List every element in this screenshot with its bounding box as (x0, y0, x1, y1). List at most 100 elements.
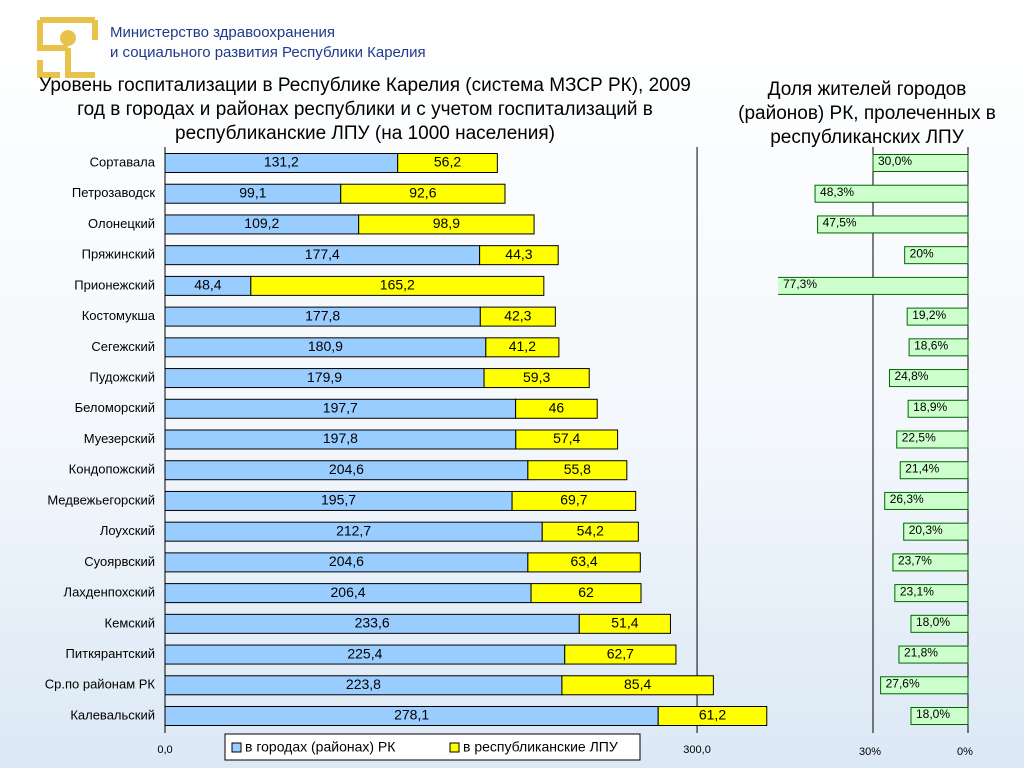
value-label: 233,6 (355, 615, 390, 631)
value-label: 177,8 (305, 307, 340, 323)
value-label: 20,3% (909, 523, 943, 537)
value-label: 69,7 (560, 492, 587, 508)
bar-segment (530, 583, 642, 604)
bar (898, 645, 969, 664)
value-label: 85,4 (624, 676, 651, 692)
value-label: 92,6 (409, 184, 436, 200)
value-label: 55,8 (564, 461, 591, 477)
value-label: 18,0% (916, 615, 950, 629)
value-label: 59,3 (523, 369, 550, 385)
value-label: 61,2 (699, 707, 726, 723)
bar-segment (578, 613, 671, 634)
bar (904, 246, 969, 265)
y-tick-label: Суоярвский (84, 554, 155, 569)
y-tick-label: Беломорский (75, 400, 155, 415)
bar (908, 338, 969, 357)
y-tick-label: Медвежьегорский (47, 492, 155, 507)
y-tick-label: Сегежский (91, 339, 155, 354)
bar (884, 491, 969, 510)
value-label: 56,2 (434, 154, 461, 170)
value-label: 197,8 (323, 430, 358, 446)
chart-title: Уровень госпитализации в Республике Каре… (39, 75, 691, 144)
value-label: 23,7% (898, 554, 932, 568)
bar (892, 553, 969, 572)
bar-segment (564, 644, 677, 665)
legend-box (224, 733, 641, 761)
bar (814, 184, 969, 203)
y-tick-label: Кондопожский (69, 462, 155, 477)
bar-segment (515, 398, 598, 419)
value-label: 206,4 (331, 584, 366, 600)
bar-segment (479, 306, 556, 327)
bar-segment (541, 521, 639, 542)
value-label: 197,7 (323, 399, 358, 415)
value-label: 62 (578, 584, 594, 600)
bar-segment (515, 429, 619, 450)
value-label: 48,3% (820, 185, 854, 199)
value-label: 18,0% (916, 707, 950, 721)
bar-segment (397, 153, 498, 173)
x-tick-label: 30% (859, 746, 881, 758)
value-label: 195,7 (321, 492, 356, 508)
value-label: 180,9 (308, 338, 343, 354)
bar-segment (483, 368, 590, 389)
bar (906, 307, 969, 326)
value-label: 165,2 (380, 277, 415, 293)
chart-title: Доля жителей городов (районов) РК, проле… (738, 79, 996, 148)
value-label: 99,1 (239, 184, 266, 200)
value-label: 212,7 (336, 522, 371, 538)
value-label: 109,2 (244, 215, 279, 231)
value-label: 225,4 (347, 645, 382, 661)
bar-segment (561, 675, 714, 696)
bar (778, 276, 969, 295)
value-label: 23,1% (900, 584, 934, 598)
bar-segment (485, 337, 560, 358)
value-label: 44,3 (505, 246, 532, 262)
y-tick-label: Прионежский (74, 277, 155, 292)
legend-swatch (449, 742, 460, 753)
y-tick-label: Олонецкий (88, 216, 155, 231)
bars (778, 154, 969, 725)
y-tick-label: Пудожский (90, 369, 156, 384)
value-label: 131,2 (264, 154, 299, 170)
y-tick-label: Кемский (105, 615, 155, 630)
value-label: 63,4 (570, 553, 597, 569)
value-label: 48,4 (194, 277, 221, 293)
value-label: 177,4 (305, 246, 340, 262)
bar (899, 461, 969, 480)
value-label: 18,9% (913, 400, 947, 414)
value-label: 18,6% (914, 339, 948, 353)
bar-segment (358, 214, 535, 235)
value-label: 20% (910, 246, 934, 260)
bar-segment (657, 706, 768, 726)
value-label: 47,5% (823, 216, 857, 230)
value-label: 204,6 (329, 461, 364, 477)
y-tick-label: Петрозаводск (72, 185, 155, 200)
value-label: 19,2% (912, 308, 946, 322)
value-label: 57,4 (553, 430, 580, 446)
value-label: 98,9 (433, 215, 460, 231)
bar-segment (479, 245, 559, 266)
value-label: 204,6 (329, 553, 364, 569)
value-label: 22,5% (902, 431, 936, 445)
logo (37, 17, 98, 78)
value-label: 27,6% (886, 676, 920, 690)
value-label: 21,4% (905, 461, 939, 475)
bar (896, 430, 969, 449)
value-label: 278,1 (394, 707, 429, 723)
bar-segment (340, 183, 506, 204)
header-line: Министерство здравоохранения (110, 24, 335, 41)
bar (872, 154, 969, 172)
bar (907, 399, 969, 418)
bar-segment (250, 275, 545, 296)
bar (888, 369, 969, 388)
y-tick-label: Пряжинский (82, 247, 155, 262)
value-label: 26,3% (890, 492, 924, 506)
value-label: 41,2 (509, 338, 536, 354)
value-label: 223,8 (346, 676, 381, 692)
legend-swatch (231, 742, 242, 753)
value-label: 62,7 (607, 645, 634, 661)
value-label: 21,8% (904, 646, 938, 660)
